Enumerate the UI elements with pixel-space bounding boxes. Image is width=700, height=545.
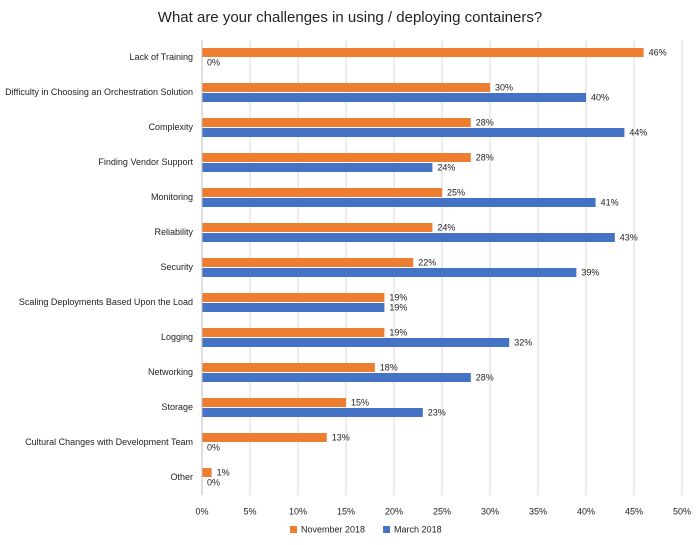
y-tick-label: Security xyxy=(160,262,193,272)
value-label: 43% xyxy=(620,232,638,242)
bar xyxy=(202,433,327,442)
value-label: 19% xyxy=(389,327,407,337)
value-label: 32% xyxy=(514,337,532,347)
value-label: 18% xyxy=(380,362,398,372)
y-tick-label: Difficulty in Choosing an Orchestration … xyxy=(5,87,193,97)
value-label: 41% xyxy=(601,197,619,207)
value-label: 1% xyxy=(217,467,230,477)
value-label: 46% xyxy=(649,47,667,57)
value-label: 19% xyxy=(389,292,407,302)
y-tick-label: Monitoring xyxy=(151,192,193,202)
bar xyxy=(202,223,433,232)
x-tick-label: 10% xyxy=(289,506,307,516)
bar xyxy=(202,188,442,197)
bar xyxy=(202,293,385,302)
x-tick-label: 45% xyxy=(625,506,643,516)
value-label: 19% xyxy=(389,302,407,312)
value-label: 28% xyxy=(476,117,494,127)
x-tick-label: 35% xyxy=(529,506,547,516)
x-tick-label: 0% xyxy=(195,506,208,516)
value-label: 0% xyxy=(207,477,220,487)
value-label: 15% xyxy=(351,397,369,407)
x-tick-label: 50% xyxy=(673,506,691,516)
y-tick-label: Logging xyxy=(161,332,193,342)
y-tick-label: Cultural Changes with Development Team xyxy=(25,437,193,447)
bar xyxy=(202,363,375,372)
y-tick-label: Scaling Deployments Based Upon the Load xyxy=(19,297,193,307)
legend-swatch xyxy=(383,526,391,533)
bar xyxy=(202,93,586,102)
value-label: 24% xyxy=(437,222,455,232)
legend-label: November 2018 xyxy=(301,524,365,534)
bar xyxy=(202,398,346,407)
value-label: 28% xyxy=(476,372,494,382)
value-label: 28% xyxy=(476,152,494,162)
bar xyxy=(202,118,471,127)
bar xyxy=(202,128,625,137)
bar xyxy=(202,233,615,242)
y-tick-label: Reliability xyxy=(154,227,193,237)
bar xyxy=(202,303,385,312)
value-label: 0% xyxy=(207,57,220,67)
legend-label: March 2018 xyxy=(394,524,442,534)
bar xyxy=(202,328,385,337)
value-label: 40% xyxy=(591,92,609,102)
bar xyxy=(202,83,490,92)
y-tick-label: Finding Vendor Support xyxy=(98,157,193,167)
bar xyxy=(202,373,471,382)
bar xyxy=(202,198,596,207)
chart-title: What are your challenges in using / depl… xyxy=(158,9,542,26)
x-tick-label: 15% xyxy=(337,506,355,516)
value-label: 13% xyxy=(332,432,350,442)
bar xyxy=(202,268,577,277)
value-label: 22% xyxy=(418,257,436,267)
x-tick-label: 20% xyxy=(385,506,403,516)
bar xyxy=(202,258,414,267)
y-tick-label: Storage xyxy=(161,402,193,412)
value-label: 0% xyxy=(207,442,220,452)
legend-swatch xyxy=(290,526,297,533)
value-label: 23% xyxy=(428,407,446,417)
value-label: 30% xyxy=(495,82,513,92)
bar xyxy=(202,408,423,417)
x-tick-label: 5% xyxy=(243,506,256,516)
value-label: 25% xyxy=(447,187,465,197)
value-label: 24% xyxy=(437,162,455,172)
bar xyxy=(202,48,644,57)
bar xyxy=(202,163,433,172)
bar xyxy=(202,468,212,477)
x-tick-label: 30% xyxy=(481,506,499,516)
x-tick-label: 25% xyxy=(433,506,451,516)
value-label: 39% xyxy=(581,267,599,277)
y-tick-label: Other xyxy=(170,472,193,482)
y-tick-label: Complexity xyxy=(148,122,193,132)
y-tick-label: Lack of Training xyxy=(129,52,193,62)
value-label: 44% xyxy=(629,127,647,137)
x-tick-label: 40% xyxy=(577,506,595,516)
y-tick-label: Networking xyxy=(148,367,193,377)
bar xyxy=(202,153,471,162)
bar xyxy=(202,338,510,347)
